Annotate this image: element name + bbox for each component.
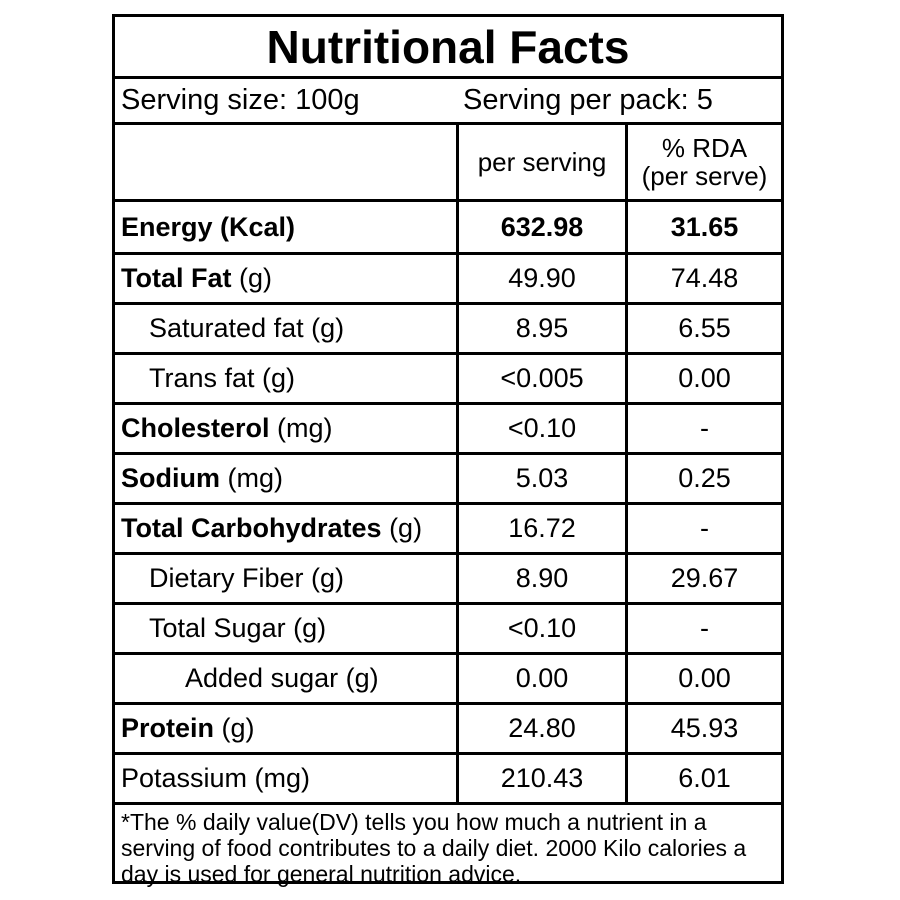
footnote: *The % daily value(DV) tells you how muc… <box>121 809 747 887</box>
per-serving-value: <0.005 <box>457 353 628 405</box>
nutrient-label: Trans fat (g) <box>149 363 296 393</box>
serving-per-pack: Serving per pack: 5 <box>463 84 713 116</box>
header-blank-cell <box>115 125 459 202</box>
nutrient-label: Saturated fat (g) <box>149 313 345 343</box>
nutrient-label: Total Sugar (g) <box>149 613 327 643</box>
table-row-total-sugar: Total Sugar (g) <0.10 - <box>115 603 781 655</box>
table-row-saturated-fat: Saturated fat (g) 8.95 6.55 <box>115 303 781 355</box>
rda-value: 29.67 <box>626 553 781 605</box>
per-serving-value: 632.98 <box>457 200 628 255</box>
nutrient-unit: (mg) <box>220 463 284 493</box>
table-row-sodium: Sodium (mg) 5.03 0.25 <box>115 453 781 505</box>
per-serving-value: 49.90 <box>457 253 628 305</box>
nutrient-label-bold: Total Carbohydrates <box>121 513 382 543</box>
table-row-total-fat: Total Fat (g) 49.90 74.48 <box>115 253 781 305</box>
nutrient-name: Saturated fat (g) <box>115 303 459 355</box>
nutrient-name: Cholesterol (mg) <box>115 403 459 455</box>
per-serving-value: 210.43 <box>457 753 628 805</box>
header-rda-line1: % RDA <box>661 133 748 163</box>
rda-value: - <box>626 503 781 555</box>
rda-value: 0.00 <box>626 353 781 405</box>
serving-size: Serving size: 100g <box>121 84 360 116</box>
table-row-trans-fat: Trans fat (g) <0.005 0.00 <box>115 353 781 405</box>
nutrient-label-bold: Total Fat <box>121 263 232 293</box>
nutrient-label: Dietary Fiber (g) <box>149 563 345 593</box>
nutrient-name: Energy (Kcal) <box>115 200 459 255</box>
nutrition-label: Nutritional Facts Serving size: 100g Ser… <box>112 14 784 887</box>
rda-value: 74.48 <box>626 253 781 305</box>
per-serving-value: 24.80 <box>457 703 628 755</box>
table-row-energy: Energy (Kcal) 632.98 31.65 <box>115 200 781 255</box>
nutrient-label-bold: Energy (Kcal) <box>121 211 296 242</box>
table-row-dietary-fiber: Dietary Fiber (g) 8.90 29.67 <box>115 553 781 605</box>
nutrient-name: Added sugar (g) <box>115 653 459 705</box>
per-serving-value: 8.95 <box>457 303 628 355</box>
per-serving-value: 8.90 <box>457 553 628 605</box>
nutrient-label: Potassium (mg) <box>121 763 311 793</box>
serving-info: Serving size: 100g Serving per pack: 5 <box>115 79 781 125</box>
nutrient-name: Sodium (mg) <box>115 453 459 505</box>
table-header-row: per serving % RDA (per serve) <box>115 125 781 202</box>
nutrient-label-bold: Cholesterol <box>121 413 270 443</box>
per-serving-value: <0.10 <box>457 603 628 655</box>
rda-value: 6.01 <box>626 753 781 805</box>
nutrient-name: Potassium (mg) <box>115 753 459 805</box>
nutrient-label: Added sugar (g) <box>185 663 379 693</box>
rda-value: 45.93 <box>626 703 781 755</box>
nutrient-name: Total Fat (g) <box>115 253 459 305</box>
per-serving-value: <0.10 <box>457 403 628 455</box>
rda-value: - <box>626 403 781 455</box>
nutrient-unit: (g) <box>214 713 255 743</box>
rda-value: 31.65 <box>626 200 781 255</box>
table-row-protein: Protein (g) 24.80 45.93 <box>115 703 781 755</box>
table-row-cholesterol: Cholesterol (mg) <0.10 - <box>115 403 781 455</box>
nutrient-table: per serving % RDA (per serve) Energy (Kc… <box>115 125 781 805</box>
per-serving-value: 16.72 <box>457 503 628 555</box>
rda-value: 6.55 <box>626 303 781 355</box>
nutrient-name: Total Carbohydrates (g) <box>115 503 459 555</box>
table-row-added-sugar: Added sugar (g) 0.00 0.00 <box>115 653 781 705</box>
nutrient-name: Protein (g) <box>115 703 459 755</box>
nutrient-unit: (mg) <box>269 413 333 443</box>
rda-value: 0.25 <box>626 453 781 505</box>
rda-value: 0.00 <box>626 653 781 705</box>
nutrient-name: Total Sugar (g) <box>115 603 459 655</box>
nutrient-unit: (g) <box>381 513 423 543</box>
nutrient-label-bold: Sodium <box>121 463 220 493</box>
label-title: Nutritional Facts <box>115 17 781 79</box>
per-serving-value: 5.03 <box>457 453 628 505</box>
header-per-serving: per serving <box>457 125 628 202</box>
nutrient-label-bold: Protein <box>121 713 215 743</box>
header-rda: % RDA (per serve) <box>626 125 781 202</box>
table-row-total-carbohydrates: Total Carbohydrates (g) 16.72 - <box>115 503 781 555</box>
header-rda-line2: (per serve) <box>641 161 768 191</box>
nutrient-unit: (g) <box>231 263 272 293</box>
per-serving-value: 0.00 <box>457 653 628 705</box>
nutrient-name: Trans fat (g) <box>115 353 459 405</box>
nutrient-name: Dietary Fiber (g) <box>115 553 459 605</box>
table-row-potassium: Potassium (mg) 210.43 6.01 <box>115 753 781 805</box>
rda-value: - <box>626 603 781 655</box>
